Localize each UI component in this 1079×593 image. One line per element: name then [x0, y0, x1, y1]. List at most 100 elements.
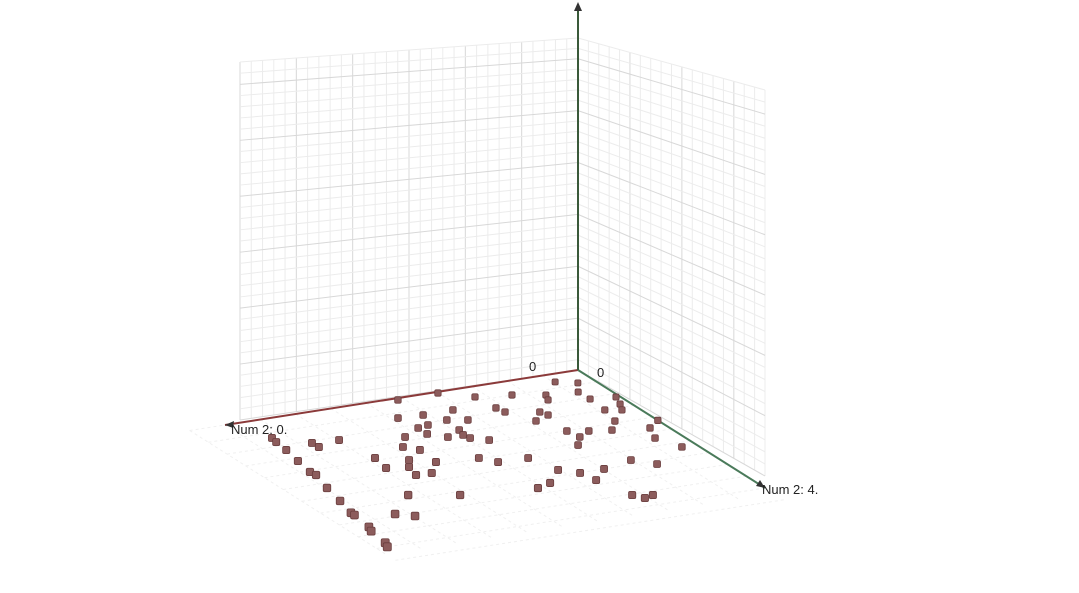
data-point	[466, 434, 474, 442]
data-point	[551, 378, 559, 386]
grid-line	[239, 224, 579, 264]
floor-grid-line	[365, 402, 563, 528]
data-point	[371, 454, 379, 462]
grid-line	[577, 162, 766, 236]
grid-line	[577, 151, 766, 224]
data-point	[366, 526, 376, 536]
grid-line	[577, 141, 766, 212]
grid-line	[239, 338, 579, 387]
data-point	[678, 443, 686, 451]
grid-line	[577, 120, 766, 187]
data-point	[533, 484, 543, 493]
grid-line	[239, 130, 579, 164]
grid-line	[239, 245, 579, 287]
data-point	[492, 404, 500, 412]
grid-line	[577, 348, 766, 453]
data-point	[612, 393, 620, 401]
grid-line	[239, 58, 579, 85]
grid-line	[239, 213, 579, 253]
grid-line	[239, 359, 579, 410]
grid-line	[577, 317, 766, 417]
grid-line	[239, 162, 579, 197]
grid-line	[577, 328, 766, 429]
grid-line	[239, 89, 579, 119]
floor-grid-line	[245, 404, 635, 467]
floor-grid-line	[189, 430, 387, 555]
grid-line	[239, 99, 579, 130]
floor-grid-line	[295, 413, 493, 539]
grid-line	[577, 296, 766, 393]
data-point	[464, 416, 472, 424]
grid-line	[239, 79, 579, 108]
data-point	[586, 395, 594, 403]
data-point	[382, 542, 392, 552]
grid-line	[577, 79, 766, 139]
data-point	[272, 438, 281, 446]
data-point	[485, 436, 493, 444]
data-point	[444, 433, 452, 441]
grid-line	[239, 151, 579, 186]
data-point	[411, 470, 421, 480]
grid-line	[577, 265, 766, 356]
floor-grid	[189, 369, 784, 561]
grid-line	[577, 58, 766, 115]
grid-line	[239, 317, 579, 365]
data-point	[654, 416, 662, 424]
data-point	[293, 456, 302, 466]
grid-line	[239, 328, 579, 376]
data-point	[404, 490, 413, 500]
y-axis-origin-tick: 0	[597, 365, 604, 380]
data-point	[653, 460, 661, 468]
grid-line	[239, 182, 579, 220]
data-point	[449, 406, 457, 414]
grid-line	[239, 307, 579, 354]
data-point	[335, 496, 345, 506]
grid-line	[577, 234, 766, 320]
grid-line	[239, 348, 579, 399]
grid-line	[577, 224, 766, 308]
data-point	[414, 424, 422, 432]
grid-line	[577, 110, 766, 175]
y-axis-arrow-icon	[756, 480, 765, 488]
data-point	[608, 426, 616, 434]
y-axis-line	[577, 369, 766, 489]
grid-line	[577, 68, 766, 127]
floor-grid-line	[542, 375, 740, 500]
grid-line	[577, 359, 766, 465]
grid-line	[577, 245, 766, 332]
data-point	[618, 406, 626, 414]
data-point	[308, 438, 316, 447]
grid-line	[239, 68, 579, 97]
floor-grid-line	[436, 391, 634, 517]
grid-line	[239, 37, 579, 63]
data-point	[405, 456, 414, 465]
data-point	[382, 464, 391, 473]
data-point	[601, 406, 609, 414]
floor-grid-line	[395, 499, 784, 561]
grid-line	[577, 37, 766, 91]
floor-grid-line	[471, 386, 669, 511]
data-point	[314, 443, 323, 451]
grid-line	[577, 213, 766, 296]
data-point	[424, 421, 432, 429]
y-axis-label: Num 2: 4.	[762, 482, 818, 497]
data-point	[536, 408, 544, 416]
data-point	[544, 411, 552, 419]
data-point	[394, 414, 402, 422]
data-point	[443, 416, 451, 424]
grid-line	[577, 182, 766, 260]
data-point	[394, 396, 402, 404]
data-point	[648, 491, 657, 500]
data-point	[410, 511, 420, 521]
grid-line	[239, 47, 579, 74]
floor-grid-line	[260, 419, 457, 544]
data-point	[546, 478, 555, 487]
data-point	[616, 400, 624, 408]
data-point	[419, 411, 427, 419]
grid-line	[577, 47, 766, 103]
data-point	[474, 454, 483, 462]
grid-line	[577, 130, 766, 200]
data-point	[585, 427, 593, 435]
floor-grid-line	[376, 487, 766, 549]
